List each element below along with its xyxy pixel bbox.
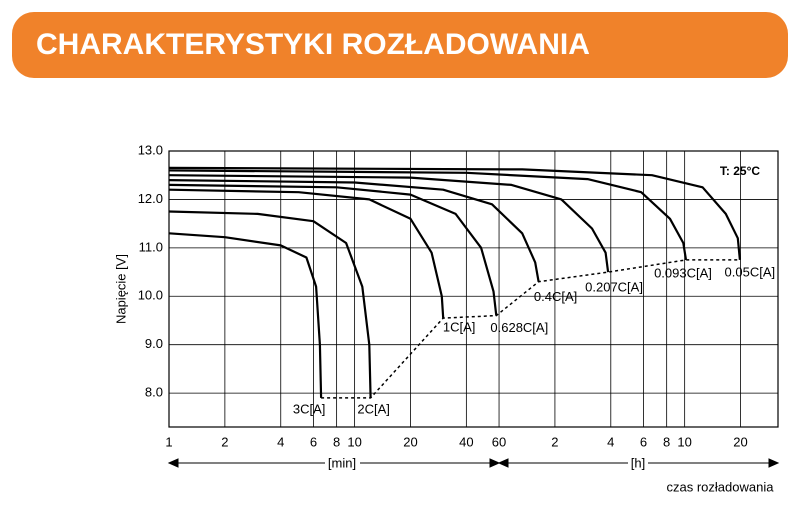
- x-tick-label: 6: [640, 434, 647, 449]
- series-label: 3C[A]: [293, 401, 326, 416]
- series-line: [168, 169, 688, 261]
- x-tick-label: 2: [551, 434, 558, 449]
- chart-title: CHARAKTERYSTYKI ROZŁADOWANIA: [36, 28, 590, 61]
- end-voltage-line: [321, 259, 740, 399]
- range-arrows: [167, 458, 780, 468]
- y-tick-label: 10.0: [138, 288, 163, 303]
- h-label: [h]: [631, 455, 645, 470]
- series-label: 0.05C[A]: [725, 264, 776, 279]
- series-line: [168, 166, 741, 261]
- series-line: [168, 210, 372, 398]
- x-tick-label: 8: [333, 434, 340, 449]
- series-line: [168, 174, 610, 273]
- x-tick-label: 40: [459, 434, 473, 449]
- series-line: [168, 179, 540, 282]
- series-label: 0.4C[A]: [534, 289, 577, 304]
- x-tick-label: 2: [221, 434, 228, 449]
- series-label: 0.093C[A]: [654, 265, 712, 280]
- y-tick-label: 8.0: [145, 385, 163, 400]
- series-line: [168, 232, 323, 398]
- series-line: [168, 183, 498, 316]
- x-tick-label: 1: [165, 434, 172, 449]
- x-axis-label: czas rozładowania: [667, 479, 775, 494]
- x-tick-label: 60: [492, 434, 506, 449]
- series-label: 2C[A]: [357, 401, 390, 416]
- x-tick-label: 10: [677, 434, 691, 449]
- y-tick-label: 12.0: [138, 191, 163, 206]
- min-label: [min]: [328, 455, 356, 470]
- series-label: 0.628C[A]: [490, 320, 548, 335]
- x-tick-label: 20: [403, 434, 417, 449]
- y-tick-label: 11.0: [139, 239, 163, 254]
- x-tick-label: 8: [663, 434, 670, 449]
- x-tick-label: 4: [277, 434, 284, 449]
- x-tick-label: 20: [733, 434, 747, 449]
- series-label: 1C[A]: [443, 319, 476, 334]
- series-line: [168, 188, 445, 319]
- y-tick-label: 9.0: [145, 336, 163, 351]
- title-banner: [12, 12, 788, 78]
- y-axis-label: Napięcie [V]: [113, 254, 128, 324]
- x-tick-label: 10: [347, 434, 361, 449]
- x-tick-label: 6: [310, 434, 317, 449]
- series-label: 0.207C[A]: [585, 279, 643, 294]
- y-tick-label: 13.0: [138, 142, 163, 157]
- x-tick-label: 4: [607, 434, 614, 449]
